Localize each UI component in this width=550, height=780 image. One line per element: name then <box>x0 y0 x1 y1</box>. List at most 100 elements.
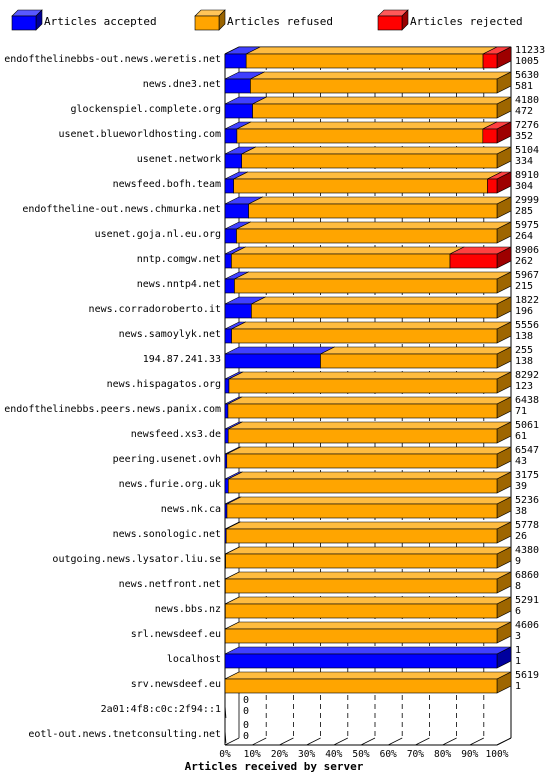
value-label-accepted: 3 <box>515 631 521 642</box>
value-label-refused: 5619 <box>515 670 539 681</box>
bar-front-face <box>224 653 498 669</box>
bar-front-face <box>245 53 484 69</box>
bar-front-face <box>241 153 498 169</box>
value-label-accepted: 196 <box>515 306 533 317</box>
value-label-refused: 1 <box>515 645 521 656</box>
bar-top-face <box>224 646 512 655</box>
bar-top-face <box>225 546 512 555</box>
x-tick-label: 80% <box>434 749 451 760</box>
legend-label: Articles accepted <box>44 15 157 28</box>
value-label-refused: 6860 <box>515 570 539 581</box>
bar-row-eotl-out-news-tnetconsulting-net: eotl-out.news.tnetconsulting.net 00 <box>28 720 249 744</box>
bar-row-endofthelinebbs-out-news-weretis-net: endofthelinebbs-out.news.weretis.net 1123… <box>4 45 545 69</box>
bar-front-face <box>224 428 229 444</box>
bar-segment-rejected <box>487 171 512 194</box>
bar-front-face <box>224 678 498 694</box>
x-tick-label: 20% <box>271 749 288 760</box>
value-label-accepted: 138 <box>515 356 533 367</box>
bar-front-face <box>224 478 229 494</box>
x-tick <box>333 737 348 746</box>
value-label-refused: 6438 <box>515 395 539 406</box>
bar-top-face <box>225 596 512 605</box>
category-label: usenet.goja.nl.eu.org <box>95 229 221 240</box>
value-label-accepted: 285 <box>515 206 533 217</box>
category-label: news.bbs.nz <box>155 604 221 615</box>
value-label-accepted: 264 <box>515 231 533 242</box>
bar-segment-refused <box>234 271 512 294</box>
bar-front-face <box>228 478 498 494</box>
x-tick <box>279 737 294 746</box>
legend-swatch <box>11 15 37 31</box>
plot-area: endofthelinebbs-out.news.weretis.net1123… <box>4 45 545 745</box>
bar-segment-refused <box>227 396 512 419</box>
legend-item-articles-accepted: Articles accepted <box>11 9 157 31</box>
value-label-refused: 0 <box>243 695 249 706</box>
category-label: news.nk.ca <box>161 504 221 515</box>
bar-segment-refused <box>228 371 512 394</box>
bar-segment-refused <box>228 471 512 494</box>
category-label: endoftheline-out.news.chmurka.net <box>22 204 221 215</box>
bar-front-face <box>252 103 498 119</box>
bar-front-face <box>225 553 498 569</box>
category-label: news.corradoroberto.it <box>89 304 221 315</box>
value-label-accepted: 262 <box>515 256 533 267</box>
x-tick <box>442 737 457 746</box>
value-label-refused: 4380 <box>515 545 539 556</box>
bar-top-face <box>231 321 512 330</box>
bar-segment-refused <box>226 446 512 469</box>
value-label-refused: 8910 <box>515 170 539 181</box>
bar-top-face <box>227 396 512 405</box>
x-tick <box>360 737 376 746</box>
value-label-accepted: 43 <box>515 456 527 467</box>
value-label-refused: 0 <box>243 720 249 731</box>
bar-front-face <box>224 178 234 194</box>
category-label: news.dne3.net <box>143 79 221 90</box>
value-label-accepted: 138 <box>515 331 533 342</box>
value-label-accepted: 61 <box>515 431 527 442</box>
bar-segment-refused <box>225 546 512 569</box>
bar-front-face <box>224 203 249 219</box>
bar-top-face <box>226 521 512 530</box>
bar-front-face <box>248 203 498 219</box>
category-label: newsfeed.xs3.de <box>131 429 221 440</box>
bar-front-face <box>224 628 498 644</box>
value-label-accepted: 1 <box>515 681 521 692</box>
category-label: peering.usenet.ovh <box>113 454 221 465</box>
x-tick-label: 70% <box>407 749 424 760</box>
value-label-refused: 5291 <box>515 595 539 606</box>
bar-segment-refused <box>225 521 512 544</box>
bar-top-face <box>251 296 512 305</box>
bar-front-face <box>224 403 229 419</box>
x-tick <box>306 737 321 746</box>
bar-front-face <box>224 153 243 169</box>
value-label-accepted: 352 <box>515 131 533 142</box>
x-tick <box>469 737 484 746</box>
category-label: news.nntp4.net <box>137 279 221 290</box>
value-label-accepted: 334 <box>515 156 533 167</box>
value-label-accepted: 39 <box>515 481 527 492</box>
value-label-refused: 5061 <box>515 420 539 431</box>
bar-segment-refused <box>251 296 512 319</box>
bar-segment-refused <box>233 171 502 194</box>
bar-front-face <box>224 353 321 369</box>
value-label-refused: 5630 <box>515 70 539 81</box>
bar-row-2a01-4f8-c0c-2f94-1: 2a01:4f8:c0c:2f94::1 00 <box>101 695 249 719</box>
bar-front-face <box>224 228 237 244</box>
bar-top-face <box>226 446 512 455</box>
value-label-accepted: 71 <box>515 406 527 417</box>
bar-front-face <box>224 78 251 94</box>
bar-segment-refused <box>236 221 512 244</box>
value-label-refused: 4180 <box>515 95 539 106</box>
bar-top-face <box>226 496 512 505</box>
bar-top-face <box>225 571 512 580</box>
